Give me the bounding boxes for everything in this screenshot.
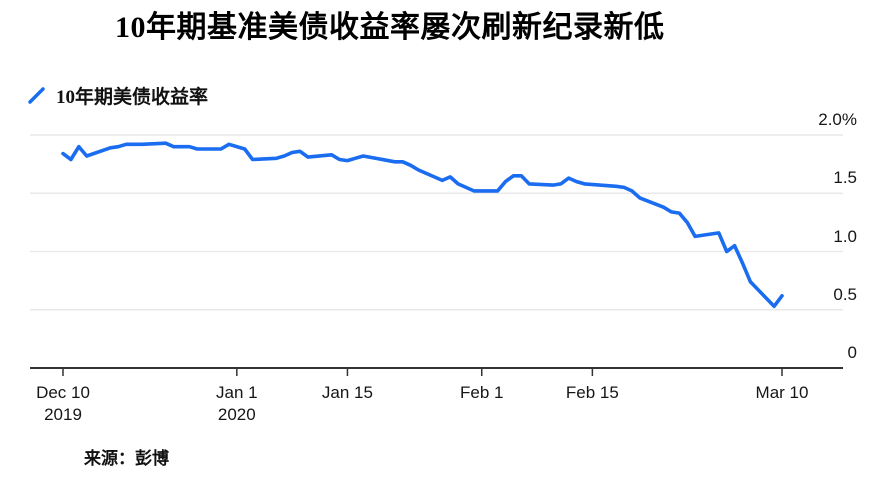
y-axis-label: 0.5 xyxy=(833,284,857,304)
x-axis-label-text: Jan 1 xyxy=(216,383,258,402)
x-axis-label-text: Jan 15 xyxy=(321,383,373,402)
legend-line-icon xyxy=(28,86,45,104)
yield-line-series xyxy=(61,141,784,309)
y-axis-label: 2.0% xyxy=(818,110,857,129)
legend: 10年期美债收益率 xyxy=(27,82,208,109)
x-axis-label-text: Dec 10 xyxy=(36,383,90,402)
y-axis-label: 0 xyxy=(847,343,857,362)
y-axis-label: 1.5 xyxy=(833,168,857,188)
source-note: 来源：彭博 xyxy=(84,449,169,468)
x-axis-label-text: Mar 10 xyxy=(755,383,809,402)
x-axis-label: Jan 1 2020 xyxy=(192,382,282,426)
x-axis-label-year: 2020 xyxy=(217,405,256,424)
x-axis-label: Feb 1 xyxy=(437,382,527,404)
x-axis-label: Mar 10 xyxy=(737,382,827,404)
chart-title: 10年期基准美债收益率屡次刷新纪录新低 xyxy=(115,11,665,44)
x-axis-label: Jan 15 xyxy=(302,382,392,404)
x-axis-label: Dec 10 2019 xyxy=(18,382,108,426)
x-axis-label-year: 2019 xyxy=(44,405,82,424)
y-axis-label: 1.0 xyxy=(833,226,857,246)
x-axis-label: Feb 15 xyxy=(547,382,637,404)
x-axis-label-text: Feb 1 xyxy=(460,383,504,402)
legend-label: 10年期美债收益率 xyxy=(56,87,209,108)
x-axis-label-text: Feb 15 xyxy=(565,383,619,402)
